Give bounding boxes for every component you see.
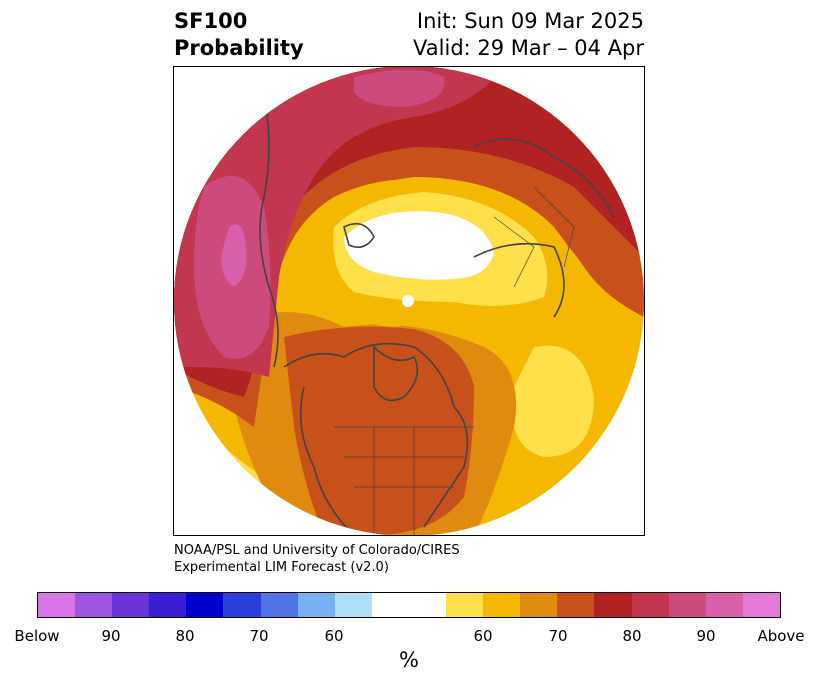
colorbar-segment xyxy=(705,593,743,617)
colorbar-segment xyxy=(112,593,150,617)
coastlines xyxy=(259,96,615,535)
colorbar-segment xyxy=(631,593,669,617)
colorbar-tick-above-90: 90 xyxy=(696,627,716,645)
colorbar-segment xyxy=(668,593,706,617)
borders xyxy=(334,186,575,535)
title-product: Probability xyxy=(174,36,304,60)
colorbar-tick-below-60: 60 xyxy=(324,627,344,645)
title-right: Init: Sun 09 Mar 2025 Valid: 29 Mar – 04… xyxy=(413,8,644,62)
colorbar-segment xyxy=(334,593,372,617)
colorbar-tick-below-70: 70 xyxy=(249,627,269,645)
map-fill-above65-na xyxy=(284,326,474,535)
colorbar xyxy=(37,592,781,618)
colorbar-segment xyxy=(371,593,447,617)
pole-marker xyxy=(402,295,414,307)
credit-line-1: NOAA/PSL and University of Colorado/CIRE… xyxy=(174,543,460,558)
colorbar-tick-below-90: 90 xyxy=(101,627,121,645)
credit: NOAA/PSL and University of Colorado/CIRE… xyxy=(174,542,460,576)
map-fill-above90-west xyxy=(221,224,247,287)
colorbar-segment xyxy=(483,593,521,617)
colorbar-segment xyxy=(38,593,76,617)
colorbar-segment xyxy=(223,593,261,617)
colorbar-segment xyxy=(75,593,113,617)
map-fill-neutral-pole xyxy=(344,211,494,280)
title-variable: SF100 xyxy=(174,9,248,33)
colorbar-segment xyxy=(557,593,595,617)
colorbar-tick-above-70: 70 xyxy=(548,627,568,645)
colorbar-segment xyxy=(742,593,780,617)
colorbar-segment xyxy=(186,593,224,617)
colorbar-tick-below: Below xyxy=(14,627,60,645)
colorbar-segment xyxy=(260,593,298,617)
map-panel xyxy=(173,66,645,536)
colorbar-unit: % xyxy=(399,648,419,672)
valid-period: Valid: 29 Mar – 04 Apr xyxy=(413,36,644,60)
colorbar-segment xyxy=(520,593,558,617)
colorbar-segment xyxy=(297,593,335,617)
credit-line-2: Experimental LIM Forecast (v2.0) xyxy=(174,560,389,575)
colorbar-tick-above-60: 60 xyxy=(473,627,493,645)
title-left: SF100 Probability xyxy=(174,8,304,62)
map-fill-above50-east xyxy=(512,345,594,457)
colorbar-tick-above-80: 80 xyxy=(622,627,642,645)
colorbar-segment xyxy=(594,593,632,617)
colorbar-tick-below-80: 80 xyxy=(175,627,195,645)
colorbar-segment xyxy=(149,593,187,617)
colorbar-tick-above: Above xyxy=(757,627,805,645)
map-fill-above80-north xyxy=(354,69,445,107)
polar-map xyxy=(174,67,644,535)
init-date: Init: Sun 09 Mar 2025 xyxy=(416,9,644,33)
colorbar-segment xyxy=(446,593,484,617)
